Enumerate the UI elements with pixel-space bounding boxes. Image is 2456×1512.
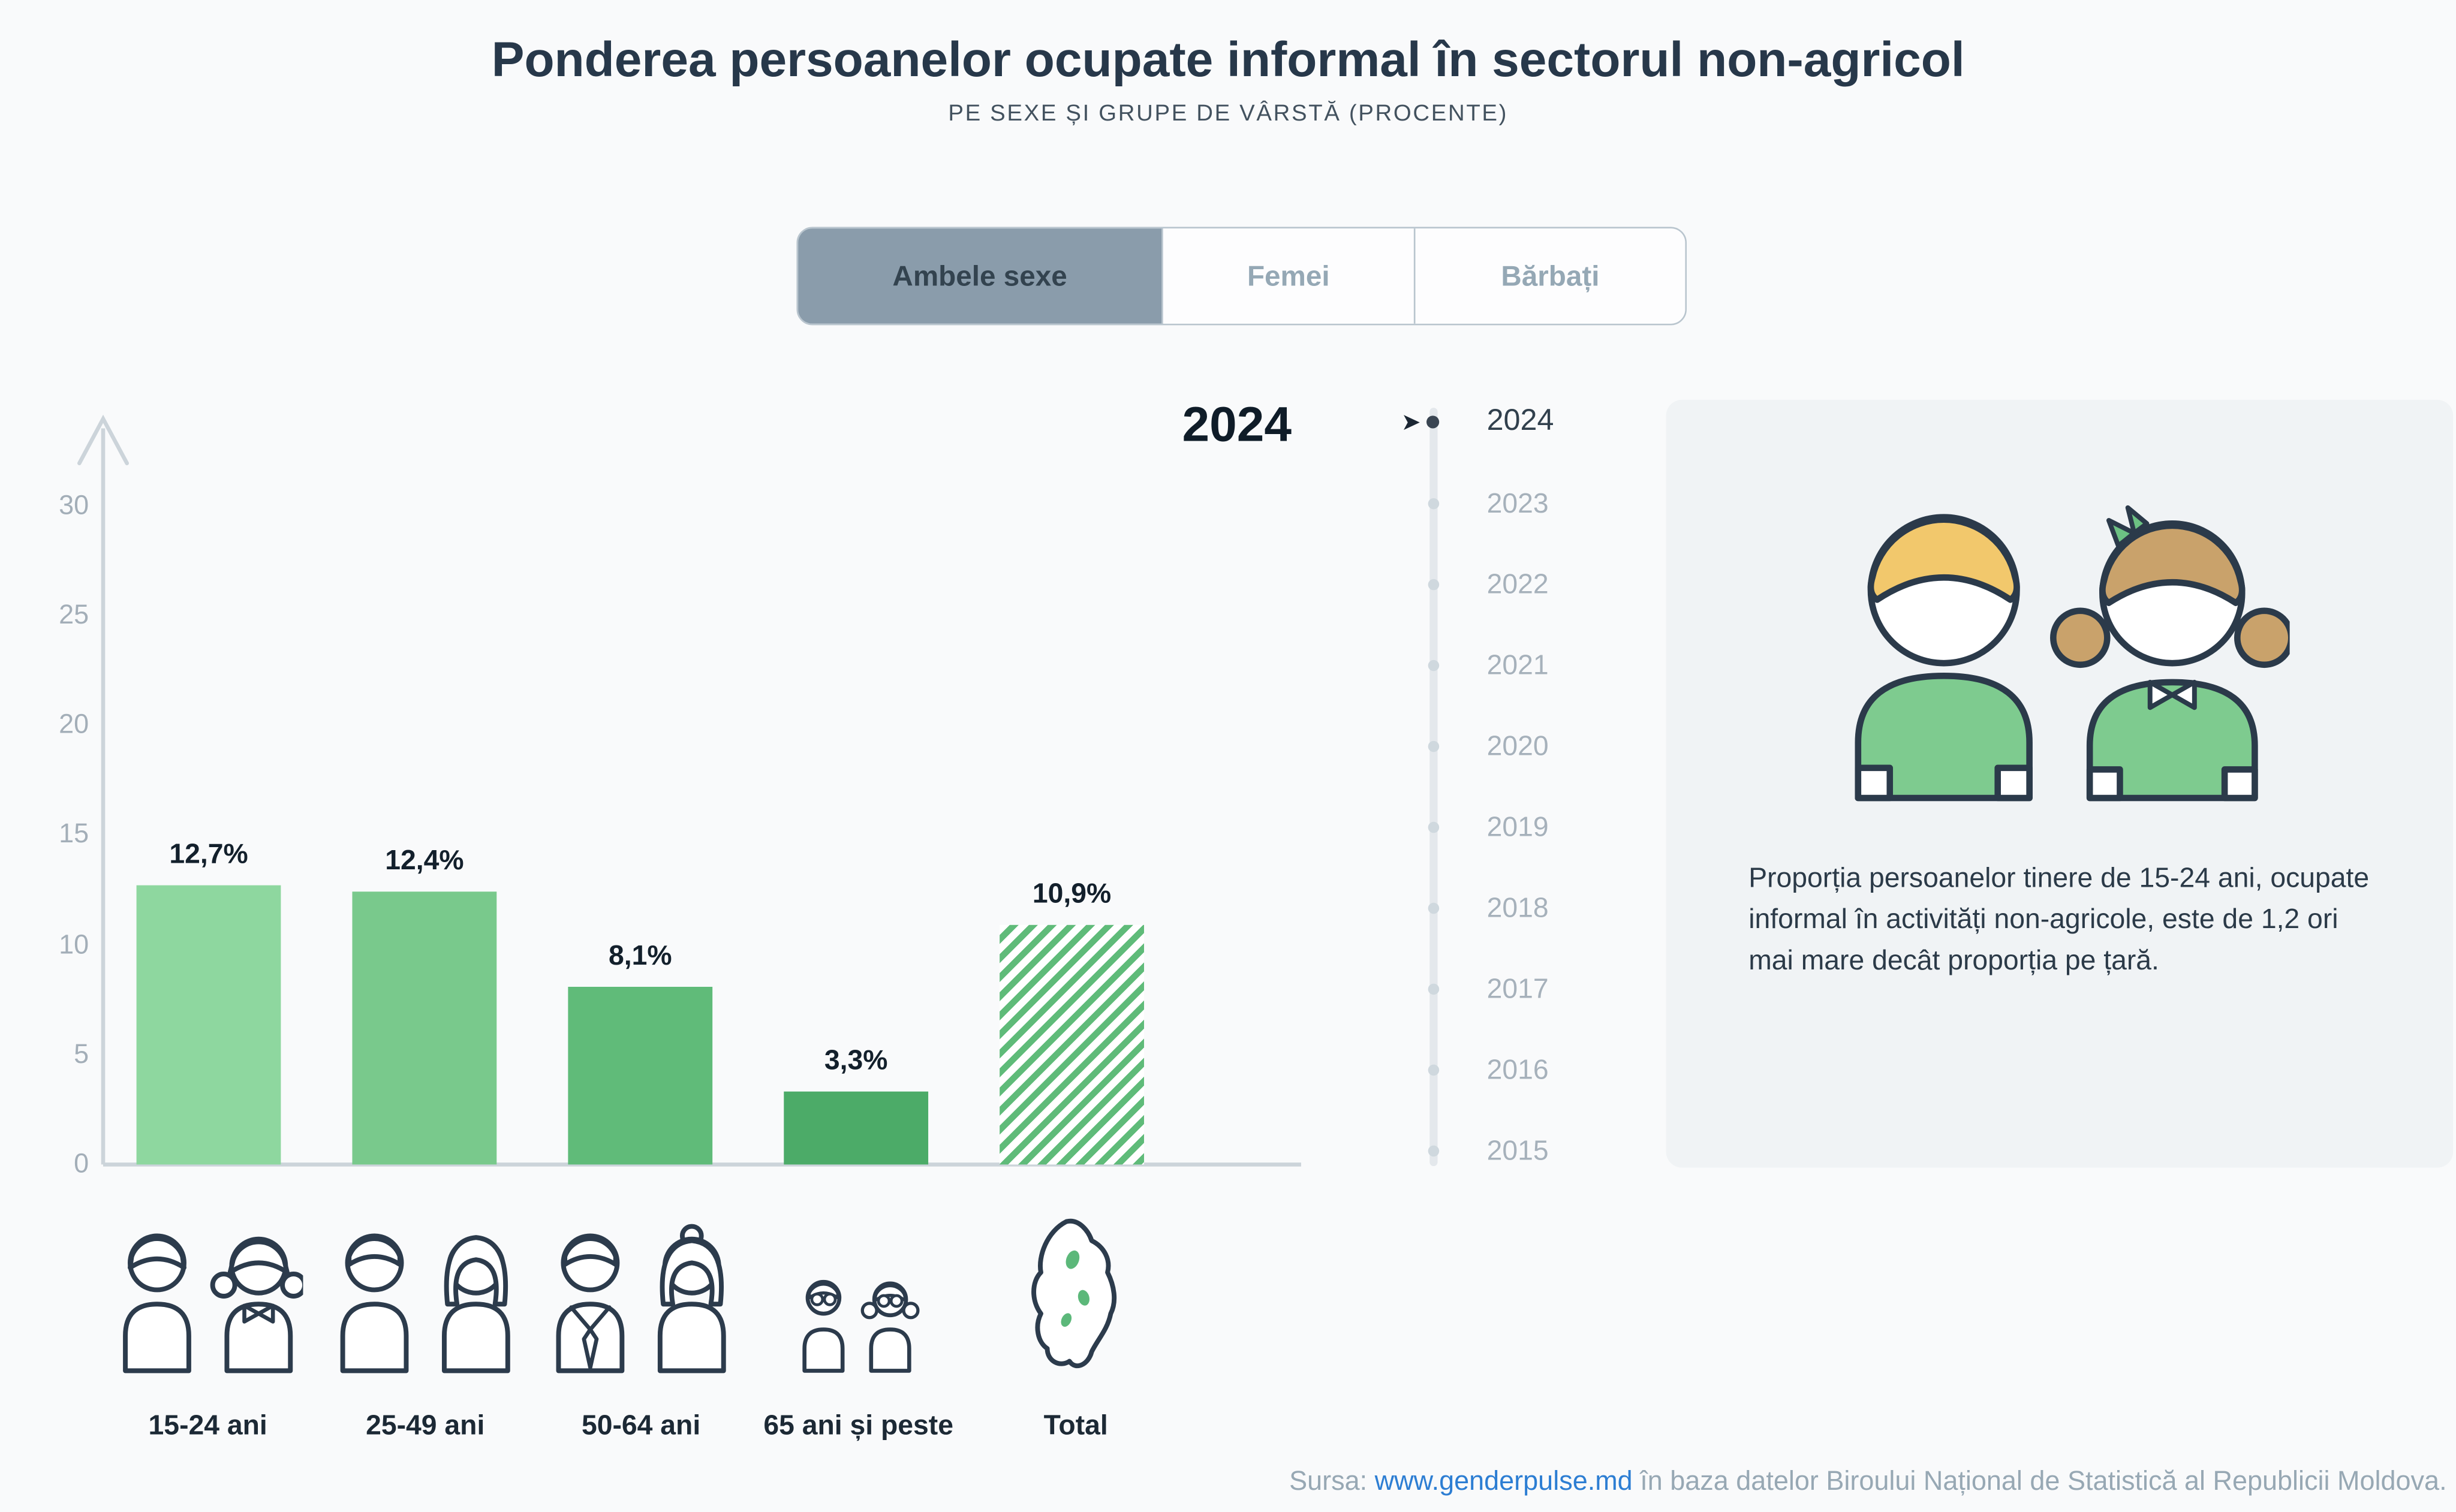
age-group-icon-25-49: [306, 1209, 544, 1374]
timeline-dot: [1428, 984, 1440, 995]
timeline-dot: [1428, 821, 1440, 833]
y-axis-ticks: 0 5 10 15 20 25 30: [47, 397, 89, 1179]
timeline-year-2023[interactable]: 2023: [1420, 483, 1549, 524]
bar-25-49 ani[interactable]: 12,4%: [352, 844, 497, 1165]
timeline-dot: [1428, 659, 1440, 671]
tab-femei[interactable]: Femei: [1163, 228, 1416, 324]
timeline-year-label: 2022: [1486, 567, 1549, 600]
bars-group: 12,7% 12,4% 8,1% 3,3% 10,9%: [136, 838, 1144, 1165]
active-year-marker-icon: ➤: [1401, 408, 1421, 436]
source-note: Sursa: www.genderpulse.md în baza datelo…: [1289, 1466, 2447, 1498]
timeline-dot: [1428, 497, 1440, 509]
age-group-icon-15-24: [89, 1209, 327, 1374]
y-tick-25: 25: [59, 599, 89, 630]
page-title: Ponderea persoanelor ocupate informal în…: [491, 31, 1965, 88]
bar-rect[interactable]: [1000, 924, 1144, 1165]
age-label-total: Total: [1043, 1408, 1108, 1441]
timeline-dot: [1428, 740, 1440, 752]
y-tick-30: 30: [59, 489, 89, 520]
age-group-icon-50-64: [522, 1209, 760, 1374]
timeline-year-2022[interactable]: 2022: [1420, 564, 1549, 605]
y-tick-0: 0: [74, 1148, 89, 1179]
y-tick-20: 20: [59, 709, 89, 740]
y-tick-15: 15: [59, 819, 89, 850]
info-panel: Proporția persoanelor tinere de 15-24 an…: [1666, 399, 2454, 1168]
timeline-dot: [1428, 1146, 1440, 1158]
bar-value-label: 10,9%: [1032, 877, 1112, 909]
tab-ambele-sexe[interactable]: Ambele sexe: [798, 228, 1163, 324]
timeline-year-label: 2020: [1486, 730, 1549, 761]
timeline-year-label: 2017: [1486, 972, 1549, 1005]
timeline-year-2020[interactable]: 2020: [1420, 725, 1549, 767]
bar-value-label: 12,7%: [169, 838, 248, 870]
insight-text: Proporția persoanelor tinere de 15-24 an…: [1748, 861, 2370, 976]
source-link[interactable]: www.genderpulse.md: [1374, 1466, 1633, 1496]
moldova-map-icon: [957, 1209, 1195, 1374]
bar-value-label: 8,1%: [608, 939, 672, 971]
timeline-year-label: 2019: [1486, 811, 1549, 843]
timeline-year-2015[interactable]: 2015: [1420, 1131, 1549, 1173]
age-label-15-24: 15-24 ani: [148, 1408, 267, 1441]
bar-Total[interactable]: 10,9%: [1000, 877, 1144, 1165]
timeline-year-label: 2024: [1486, 404, 1554, 438]
timeline-dot: [1426, 415, 1440, 429]
year-timeline: ➤ 2024 2023 2022 2021 2020 2019 2018 2017 2016 201…: [1401, 402, 1690, 1173]
source-suffix: în baza datelor Biroului Național de Sta…: [1632, 1466, 2447, 1496]
current-year-display: 2024: [1182, 396, 1292, 453]
timeline-year-label: 2018: [1486, 891, 1549, 924]
age-label-25-49: 25-49 ani: [366, 1408, 485, 1441]
timeline-dot: [1428, 902, 1440, 914]
sex-filter-tabs: Ambele sexe Femei Bărbați: [796, 227, 1687, 326]
source-prefix: Sursa:: [1289, 1466, 1375, 1496]
y-tick-10: 10: [59, 929, 89, 959]
age-label-50-64: 50-64 ani: [581, 1408, 701, 1441]
bar-65 ani și peste[interactable]: 3,3%: [784, 1044, 929, 1165]
bar-rect[interactable]: [568, 986, 713, 1165]
timeline-track[interactable]: [1429, 408, 1438, 1167]
bar-chart: 0 5 10 15 20 25 30 12,7% 12,4% 8,1% 3,3% 10,9%: [47, 397, 1317, 1179]
timeline-year-2017[interactable]: 2017: [1420, 969, 1549, 1010]
timeline-year-label: 2023: [1486, 486, 1549, 519]
bar-value-label: 3,3%: [824, 1044, 888, 1077]
timeline-dot: [1428, 579, 1440, 590]
timeline-year-2021[interactable]: 2021: [1420, 644, 1549, 686]
age-group-icon-65-plus: [739, 1209, 977, 1374]
timeline-year-2016[interactable]: 2016: [1420, 1050, 1549, 1091]
timeline-dot: [1428, 1065, 1440, 1076]
youth-illustration: [1855, 505, 2290, 802]
bar-rect[interactable]: [784, 1092, 929, 1165]
timeline-year-2024[interactable]: ➤ 2024: [1401, 402, 1554, 443]
bar-rect[interactable]: [352, 892, 497, 1165]
bar-15-24 ani[interactable]: 12,7%: [136, 838, 281, 1165]
timeline-year-label: 2021: [1486, 648, 1549, 680]
timeline-year-2019[interactable]: 2019: [1420, 807, 1549, 848]
y-tick-5: 5: [74, 1038, 89, 1069]
bar-rect[interactable]: [136, 885, 281, 1165]
page-subtitle: PE SEXE ȘI GRUPE DE VÂRSTĂ (PROCENTE): [948, 101, 1509, 127]
timeline-year-2018[interactable]: 2018: [1420, 888, 1549, 929]
bar-50-64 ani[interactable]: 8,1%: [568, 939, 713, 1165]
tab-barbati[interactable]: Bărbați: [1415, 228, 1686, 324]
age-label-65-plus: 65 ani și peste: [763, 1408, 953, 1441]
timeline-year-label: 2016: [1486, 1053, 1549, 1086]
timeline-year-label: 2015: [1486, 1135, 1549, 1167]
bar-value-label: 12,4%: [385, 844, 464, 877]
